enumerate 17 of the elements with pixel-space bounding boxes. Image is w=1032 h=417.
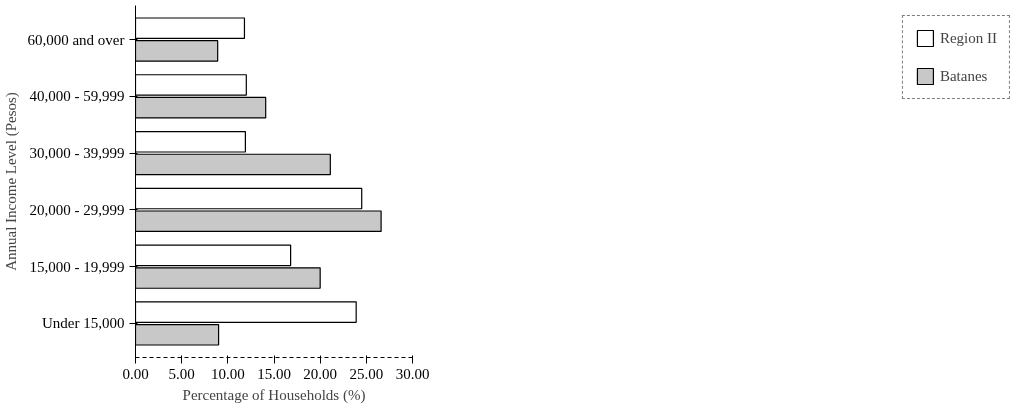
x-tick-label: 30.00 [395, 365, 430, 382]
legend-label: Batanes [939, 67, 988, 85]
legend-label: Region II [939, 29, 997, 47]
x-tick-label: 5.00 [168, 365, 195, 382]
y-tick-label: Under 15,000 [42, 315, 125, 332]
x-tick-label: 15.00 [257, 365, 291, 382]
y-tick-label: 15,000 - 19,999 [29, 258, 125, 275]
x-tick-label: 10.00 [210, 365, 245, 382]
x-tick-label: 20.00 [303, 365, 338, 382]
x-axis-title: Percentage of Households (%) [182, 386, 366, 404]
y-tick-label: 40,000 - 59,999 [29, 88, 125, 105]
y-tick-label: 60,000 and over [27, 31, 125, 48]
y-axis-title: Annual Income Level (Pesos) [3, 92, 21, 271]
x-tick-label: 0.00 [122, 365, 149, 382]
y-tick-label: 30,000 - 39,999 [29, 145, 125, 162]
x-tick-label: 25.00 [349, 365, 384, 382]
y-tick-label: 20,000 - 29,999 [29, 201, 125, 218]
